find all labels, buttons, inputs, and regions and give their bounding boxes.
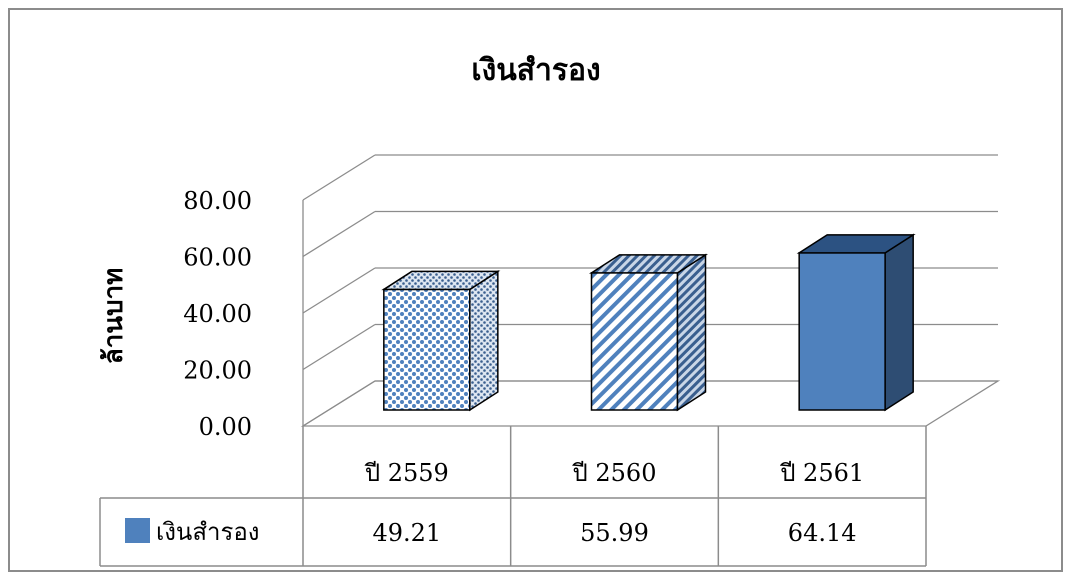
bar-3 [796, 233, 916, 412]
y-tick-label: 20.00 [183, 357, 252, 385]
data-label: 64.14 [788, 519, 857, 547]
y-axis-label: ล้านบาท [99, 268, 129, 365]
bar-top [588, 254, 709, 274]
bar-side [884, 233, 914, 412]
y-tick-labels: 0.00 20.00 40.00 60.00 80.00 [183, 187, 252, 441]
bar-top [381, 270, 501, 291]
grid-diagonal [302, 267, 376, 314]
grid-diagonal [302, 380, 376, 427]
data-label: 49.21 [372, 519, 441, 547]
x-tick-label: ปี 2561 [779, 459, 864, 487]
bars [381, 233, 916, 412]
bar-2 [588, 253, 709, 412]
bar-side [469, 270, 499, 412]
legend-key [125, 518, 150, 543]
chart-title: เงินสำรอง [471, 53, 600, 88]
y-tick-label: 40.00 [183, 300, 252, 328]
grid-diagonal [302, 323, 376, 371]
y-tick-label: 60.00 [183, 244, 252, 272]
bar-1 [381, 270, 501, 412]
bar-front [798, 252, 886, 411]
bar-front [590, 272, 679, 411]
data-table: ปี 2559 ปี 2560 ปี 2561 49.21 55.99 64.14 เงิน… [99, 426, 927, 567]
grid-diagonal [302, 210, 376, 258]
legend-label: เงินสำรอง [156, 518, 259, 546]
x-tick-label: ปี 2559 [364, 459, 449, 487]
y-tick-label: 0.00 [199, 413, 252, 441]
bar-front [383, 288, 471, 411]
x-tick-label: ปี 2560 [571, 459, 656, 487]
bar-side [676, 253, 707, 412]
grid-diagonal [302, 154, 376, 201]
y-tick-label: 80.00 [183, 187, 252, 215]
data-label: 55.99 [580, 519, 649, 547]
bar-top [796, 234, 916, 254]
